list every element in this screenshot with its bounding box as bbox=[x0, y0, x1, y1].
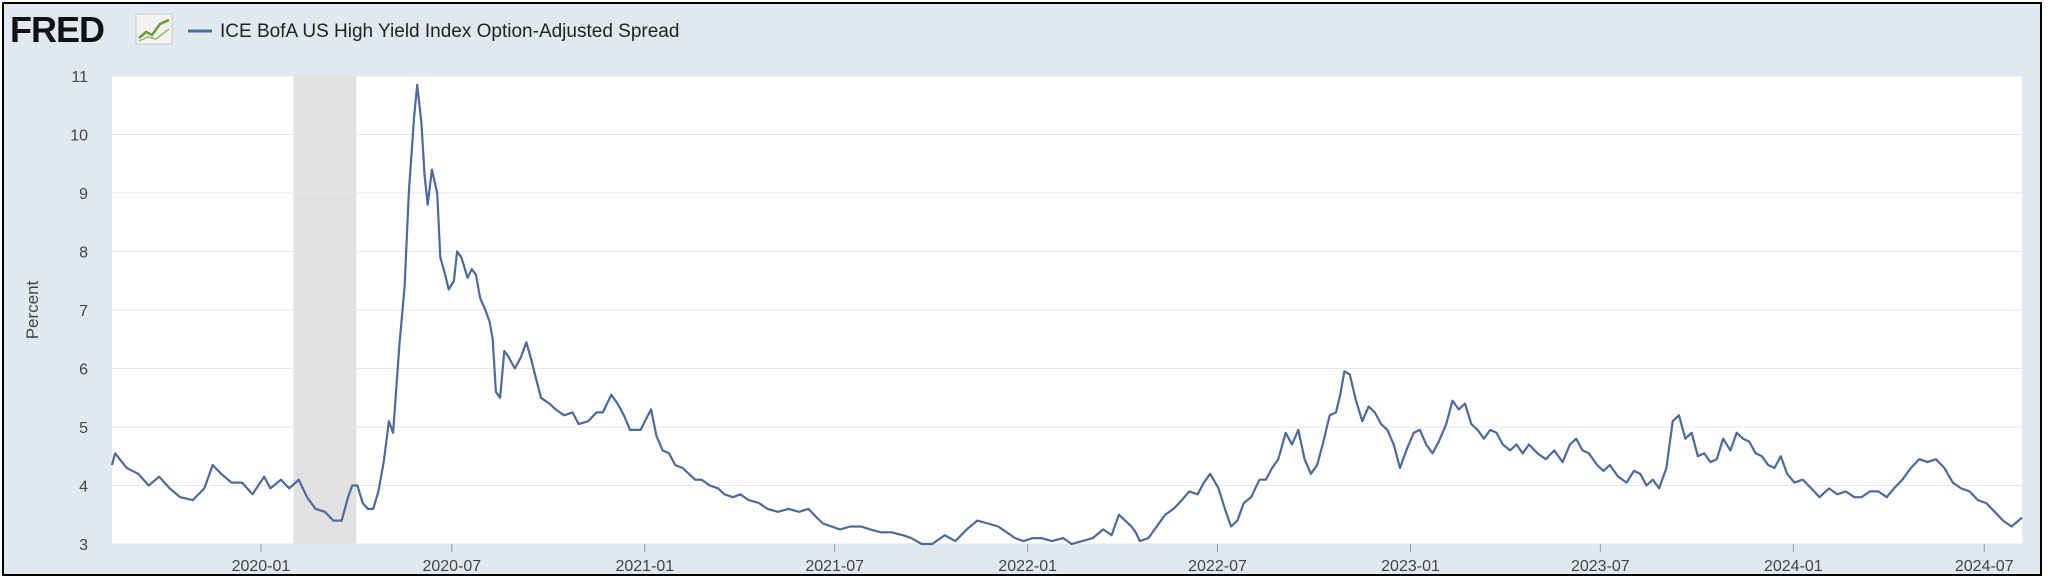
legend-label: ICE BofA US High Yield Index Option-Adju… bbox=[220, 21, 679, 42]
x-tick-label: 2020-07 bbox=[422, 558, 481, 574]
x-tick-label: 2020-01 bbox=[232, 558, 291, 574]
x-tick-label: 2024-07 bbox=[1955, 558, 2014, 574]
y-axis-label: Percent bbox=[23, 280, 42, 339]
grid bbox=[112, 75, 2022, 545]
x-tick-label: 2021-01 bbox=[615, 558, 674, 574]
y-tick-label: 3 bbox=[79, 537, 88, 554]
fred-chart: FRED ICE BofA US High Yield Index Option… bbox=[10, 9, 2023, 574]
x-tick-label: 2023-07 bbox=[1571, 558, 1630, 574]
y-tick-label: 11 bbox=[71, 69, 88, 86]
fred-logo[interactable]: FRED bbox=[10, 9, 173, 50]
y-tick-label: 7 bbox=[79, 303, 88, 320]
x-tick-label: 2022-01 bbox=[998, 558, 1057, 574]
legend: ICE BofA US High Yield Index Option-Adju… bbox=[188, 21, 679, 42]
series-line[interactable] bbox=[110, 83, 2023, 546]
x-tick-label: 2023-01 bbox=[1381, 558, 1440, 574]
x-tick-label: 2021-07 bbox=[805, 558, 864, 574]
y-tick-label: 4 bbox=[79, 479, 88, 496]
x-tick-label: 2024-01 bbox=[1764, 558, 1823, 574]
fred-logo-graph-icon bbox=[135, 13, 173, 45]
y-tick-label: 9 bbox=[79, 186, 88, 203]
fred-logo-text: FRED bbox=[10, 9, 104, 50]
x-axis-ticks: 2020-01 2020-07 2021-01 2021-07 2022-01 2022-… bbox=[232, 544, 2014, 574]
y-tick-label: 6 bbox=[79, 362, 88, 379]
x-tick-label: 2022-07 bbox=[1188, 558, 1247, 574]
y-tick-label: 10 bbox=[70, 128, 88, 145]
y-tick-label: 5 bbox=[79, 420, 88, 437]
y-axis-ticks: 3 4 5 6 7 8 9 10 11 bbox=[70, 69, 88, 554]
y-tick-label: 8 bbox=[79, 245, 88, 262]
